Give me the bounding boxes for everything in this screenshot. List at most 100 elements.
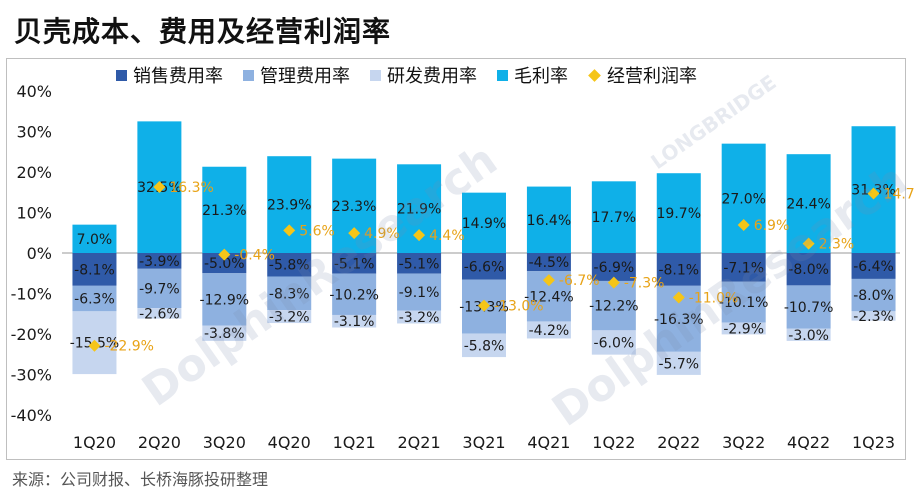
- data-label-admin: -9.1%: [399, 285, 440, 301]
- bar-selling-expense: [462, 253, 506, 280]
- data-label-gross: 23.9%: [267, 198, 311, 214]
- data-label-admin: -12.4%: [524, 289, 574, 305]
- bar-admin-expense: [786, 285, 831, 329]
- point-operating-margin: [802, 237, 815, 250]
- bar-rnd-expense: [462, 333, 506, 358]
- data-label-selling: -8.1%: [658, 262, 699, 278]
- data-label-rnd: -4.2%: [529, 323, 570, 339]
- source-note: 来源：公司财报、长桥海豚投研整理: [12, 470, 269, 489]
- data-label-rnd: -3.2%: [399, 310, 440, 326]
- y-tick-label: -20%: [11, 325, 52, 344]
- bar-rnd-expense: [332, 314, 377, 328]
- x-tick-label: 4Q22: [787, 433, 830, 452]
- x-tick-label: 1Q23: [852, 433, 895, 452]
- y-tick-label: 20%: [16, 163, 52, 182]
- x-tick-label: 1Q21: [333, 433, 376, 452]
- data-label-rnd: -6.0%: [594, 336, 635, 352]
- legend-swatch-selling: [116, 69, 127, 81]
- data-label-gross: 21.3%: [202, 203, 246, 219]
- point-operating-margin: [867, 187, 880, 200]
- data-label-admin: -12.2%: [589, 299, 639, 315]
- data-label-gross: 23.3%: [332, 199, 376, 215]
- legend-label-gross: 毛利率: [514, 66, 568, 87]
- legend-item-admin: 管理费用率: [243, 62, 350, 88]
- point-operating-margin: [413, 229, 426, 242]
- data-label-admin: -8.0%: [853, 288, 894, 304]
- bar-rnd-expense: [267, 310, 312, 324]
- legend: 销售费用率 管理费用率 研发费用率 毛利率 经营利润率: [116, 62, 697, 88]
- point-operating-margin: [542, 274, 555, 287]
- x-tick-label: 3Q20: [203, 433, 246, 452]
- data-label-rnd: -3.8%: [204, 326, 245, 342]
- point-operating-margin: [348, 227, 361, 240]
- bar-selling-expense: [526, 253, 571, 272]
- y-tick-label: 10%: [16, 204, 52, 223]
- data-label-operating-margin: 4.9%: [364, 226, 400, 242]
- legend-label-rnd: 研发费用率: [387, 66, 477, 87]
- bar-selling-expense: [786, 253, 831, 286]
- data-label-gross: 24.4%: [786, 197, 830, 213]
- data-label-admin: -12.9%: [200, 292, 250, 308]
- y-tick-label: -40%: [11, 406, 52, 425]
- x-tick-label: 1Q20: [73, 433, 116, 452]
- y-tick-label: -30%: [11, 366, 52, 385]
- data-label-gross: 27.0%: [721, 191, 765, 207]
- data-label-operating-margin: 2.3%: [819, 237, 855, 253]
- data-label-selling: -6.6%: [464, 259, 505, 275]
- data-label-gross: 14.9%: [462, 216, 506, 232]
- x-tick-label: 2Q21: [398, 433, 441, 452]
- x-tick-label: 2Q22: [657, 433, 700, 452]
- legend-label-op: 经营利润率: [607, 66, 697, 87]
- data-label-gross: 19.7%: [657, 206, 701, 222]
- data-label-operating-margin: -0.4%: [234, 248, 275, 264]
- y-tick-label: 40%: [16, 82, 52, 101]
- data-label-admin: -10.1%: [719, 295, 769, 311]
- bar-selling-expense: [202, 253, 247, 274]
- bar-gross-margin: [591, 181, 636, 253]
- legend-swatch-admin: [243, 69, 254, 81]
- data-label-selling: -7.1%: [723, 260, 764, 276]
- x-tick-label: 4Q20: [268, 433, 311, 452]
- y-tick-label: -10%: [11, 285, 52, 304]
- point-operating-margin: [218, 248, 231, 261]
- data-label-rnd: -2.3%: [853, 309, 894, 325]
- bar-gross-margin: [526, 186, 571, 253]
- data-label-admin: -10.7%: [784, 300, 834, 316]
- data-label-gross: 17.7%: [592, 210, 636, 226]
- x-tick-label: 3Q22: [722, 433, 765, 452]
- bar-rnd-expense: [721, 322, 766, 335]
- legend-label-admin: 管理费用率: [260, 66, 350, 87]
- bar-rnd-expense: [786, 328, 831, 341]
- data-label-admin: -16.3%: [654, 312, 704, 328]
- bar-selling-expense: [656, 253, 701, 286]
- data-label-operating-margin: 16.3%: [169, 180, 213, 196]
- bar-gross-margin: [267, 156, 312, 253]
- point-operating-margin: [88, 339, 101, 352]
- data-label-operating-margin: -13.0%: [494, 299, 544, 315]
- data-label-admin: -9.7%: [139, 281, 180, 297]
- data-label-admin: -8.3%: [269, 286, 310, 302]
- data-label-selling: -5.8%: [269, 258, 310, 274]
- bar-admin-expense: [721, 281, 766, 323]
- point-operating-margin: [283, 224, 296, 237]
- data-label-gross: 21.9%: [397, 202, 441, 218]
- data-label-admin: -10.2%: [329, 287, 379, 303]
- x-tick-label: 4Q21: [527, 433, 570, 452]
- point-operating-margin: [607, 276, 620, 289]
- chart-title: 贝壳成本、费用及经营利润率: [14, 15, 392, 48]
- legend-item-op: 经营利润率: [588, 62, 697, 88]
- data-label-selling: -6.9%: [594, 260, 635, 276]
- legend-label-selling: 销售费用率: [133, 66, 223, 87]
- bar-admin-expense: [202, 273, 247, 326]
- bar-gross-margin: [72, 224, 117, 253]
- bar-admin-expense: [591, 280, 636, 331]
- point-operating-margin: [737, 219, 750, 232]
- point-operating-margin: [672, 291, 685, 304]
- data-label-selling: -8.1%: [74, 262, 115, 278]
- y-tick-label: 30%: [16, 123, 52, 142]
- data-label-gross: 7.0%: [77, 232, 113, 248]
- bar-rnd-expense: [202, 325, 247, 341]
- data-label-selling: -8.0%: [788, 262, 829, 278]
- data-label-selling: -5.1%: [334, 256, 375, 272]
